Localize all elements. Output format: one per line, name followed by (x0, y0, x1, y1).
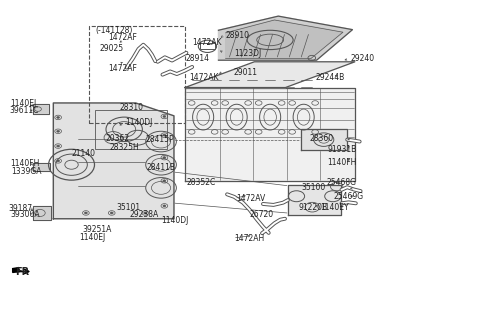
Text: 28910: 28910 (226, 31, 250, 40)
Text: 1339GA: 1339GA (12, 167, 42, 176)
Text: 21140: 21140 (72, 149, 96, 158)
Text: 29011: 29011 (234, 68, 258, 77)
Polygon shape (33, 206, 51, 220)
Text: 20362: 20362 (105, 134, 129, 143)
Text: 26720: 26720 (250, 210, 274, 219)
Text: 28360: 28360 (310, 134, 334, 143)
Text: 28415P: 28415P (146, 135, 174, 144)
Text: 1472AV: 1472AV (237, 194, 266, 203)
Text: 29244B: 29244B (315, 73, 344, 82)
Text: 1472AH: 1472AH (234, 234, 264, 243)
Text: 1472AF: 1472AF (108, 33, 137, 42)
Bar (200, 44, 215, 49)
Bar (89, 26, 185, 123)
Text: 1123DJ: 1123DJ (234, 49, 261, 58)
Text: 1140DJ: 1140DJ (161, 216, 189, 225)
Text: 28310: 28310 (120, 103, 144, 112)
Text: 29025: 29025 (100, 45, 124, 53)
Text: 1472AK: 1472AK (192, 38, 222, 47)
Text: 25468G: 25468G (326, 178, 356, 187)
Polygon shape (301, 129, 347, 150)
Bar (95, 110, 167, 149)
Circle shape (110, 212, 113, 214)
Circle shape (163, 116, 166, 118)
Text: 35100: 35100 (301, 183, 325, 193)
Polygon shape (33, 104, 48, 114)
Text: 1140FH: 1140FH (10, 159, 40, 168)
Text: 1472AK: 1472AK (189, 73, 218, 82)
Text: 1140EJ: 1140EJ (10, 99, 36, 108)
Text: 1140FH: 1140FH (327, 158, 357, 167)
Text: 29240: 29240 (350, 54, 374, 63)
Circle shape (57, 145, 60, 147)
Circle shape (57, 117, 60, 119)
Text: 39251A: 39251A (82, 225, 111, 234)
Polygon shape (185, 88, 355, 181)
Text: 29238A: 29238A (130, 210, 159, 219)
Circle shape (57, 160, 60, 162)
Text: 1140DJ: 1140DJ (125, 119, 153, 127)
Text: 25469G: 25469G (333, 193, 363, 201)
Text: 39187: 39187 (9, 203, 33, 213)
Circle shape (163, 205, 166, 207)
Text: 28411B: 28411B (147, 163, 176, 172)
Text: 28325H: 28325H (110, 142, 140, 151)
Text: FR: FR (15, 267, 29, 277)
Polygon shape (288, 185, 341, 215)
Polygon shape (53, 103, 174, 219)
Circle shape (84, 212, 87, 214)
Text: 28914: 28914 (186, 54, 210, 63)
Text: 91220B: 91220B (299, 203, 327, 212)
Circle shape (163, 157, 166, 159)
Polygon shape (12, 268, 20, 273)
Text: 1140EY: 1140EY (321, 203, 349, 212)
Polygon shape (226, 20, 343, 58)
Circle shape (163, 180, 166, 182)
Polygon shape (218, 16, 352, 60)
Polygon shape (185, 62, 355, 88)
Circle shape (144, 212, 147, 214)
Text: 28352C: 28352C (186, 178, 216, 187)
Text: 39611C: 39611C (9, 106, 39, 115)
Polygon shape (33, 163, 49, 171)
Circle shape (57, 130, 60, 132)
Text: 35101: 35101 (117, 203, 141, 212)
Text: 1472AF: 1472AF (108, 64, 137, 73)
Text: 1140EJ: 1140EJ (80, 233, 106, 242)
Text: (-141128): (-141128) (95, 26, 132, 35)
Text: 91931B: 91931B (327, 145, 356, 154)
Text: 39300A: 39300A (10, 210, 40, 219)
Circle shape (163, 134, 166, 136)
